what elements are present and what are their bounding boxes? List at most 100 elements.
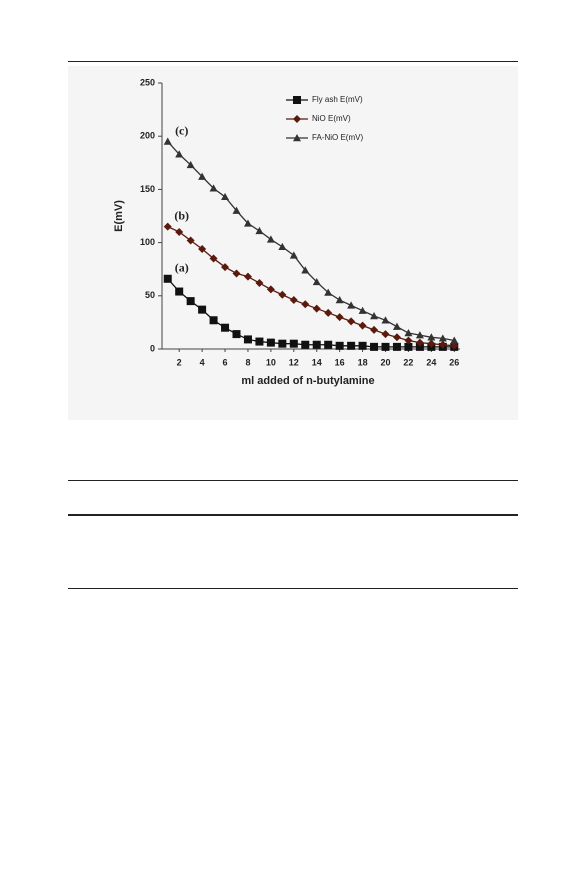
marker [370, 312, 379, 320]
marker [335, 313, 344, 322]
marker [293, 115, 301, 123]
marker [381, 316, 390, 324]
marker [358, 341, 367, 350]
marker [324, 288, 333, 296]
marker [198, 305, 207, 314]
legend-label: NiO E(mV) [312, 114, 351, 123]
marker [232, 330, 241, 339]
figure-background [68, 66, 518, 420]
marker [255, 279, 264, 288]
marker [221, 263, 230, 272]
marker [415, 331, 424, 339]
x-tick-label: 18 [358, 357, 368, 367]
x-tick-label: 8 [245, 357, 250, 367]
marker [175, 150, 184, 158]
marker [381, 330, 390, 339]
marker [293, 134, 301, 142]
annotation: (b) [174, 208, 189, 222]
series-line [167, 226, 455, 347]
x-tick-label: 6 [223, 357, 228, 367]
marker [370, 342, 379, 351]
marker [243, 335, 252, 344]
marker [278, 290, 287, 299]
marker [232, 269, 241, 278]
marker [186, 297, 195, 306]
marker [347, 317, 356, 326]
marker [427, 339, 436, 348]
series-line [167, 141, 455, 342]
marker [358, 321, 367, 330]
marker [392, 322, 401, 330]
marker [404, 329, 413, 337]
marker [301, 266, 310, 274]
marker [324, 340, 333, 349]
marker [358, 306, 367, 314]
marker [347, 341, 356, 350]
marker [415, 338, 424, 347]
rule [68, 480, 518, 481]
x-tick-label: 22 [403, 357, 413, 367]
marker [209, 254, 218, 263]
x-tick-label: 10 [266, 357, 276, 367]
marker [293, 96, 301, 104]
marker [255, 226, 264, 235]
marker [163, 222, 172, 231]
marker [266, 338, 275, 347]
y-tick-label: 50 [145, 290, 155, 300]
marker [221, 323, 230, 332]
marker [255, 337, 264, 346]
marker [404, 342, 413, 351]
marker [163, 274, 172, 283]
series-line [167, 278, 455, 348]
x-tick-label: 20 [380, 357, 390, 367]
rule [68, 588, 518, 589]
marker [175, 287, 184, 296]
marker [335, 296, 344, 304]
marker [312, 277, 321, 286]
marker [312, 340, 321, 349]
marker [243, 219, 252, 227]
marker [301, 340, 310, 349]
rule [68, 514, 518, 516]
x-tick-label: 4 [200, 357, 205, 367]
marker [209, 316, 218, 325]
y-axis-title: E(mV) [113, 200, 125, 232]
marker [186, 236, 195, 245]
x-tick-label: 14 [312, 357, 322, 367]
marker [266, 285, 275, 294]
x-tick-label: 12 [289, 357, 299, 367]
x-tick-label: 26 [449, 357, 459, 367]
marker [289, 296, 298, 305]
marker [370, 325, 379, 334]
marker [404, 336, 413, 345]
marker [289, 339, 298, 348]
marker [175, 227, 184, 236]
marker [198, 172, 207, 180]
annotation: (a) [175, 261, 189, 275]
marker [438, 334, 447, 342]
marker [450, 336, 459, 344]
marker [415, 342, 424, 351]
marker [312, 304, 321, 313]
marker [266, 235, 275, 243]
marker [301, 300, 310, 309]
marker [427, 333, 436, 341]
marker [163, 137, 172, 145]
marker [198, 244, 207, 253]
marker [278, 242, 287, 251]
marker [232, 206, 241, 214]
y-tick-label: 100 [140, 237, 155, 247]
marker [347, 301, 356, 309]
marker [438, 340, 447, 349]
legend-label: Fly ash E(mV) [312, 95, 363, 104]
marker [392, 333, 401, 342]
marker [186, 160, 195, 169]
marker [278, 339, 287, 348]
marker [324, 308, 333, 317]
marker [221, 192, 230, 201]
annotation: (c) [175, 123, 188, 137]
marker [392, 342, 401, 351]
y-tick-label: 200 [140, 131, 155, 141]
